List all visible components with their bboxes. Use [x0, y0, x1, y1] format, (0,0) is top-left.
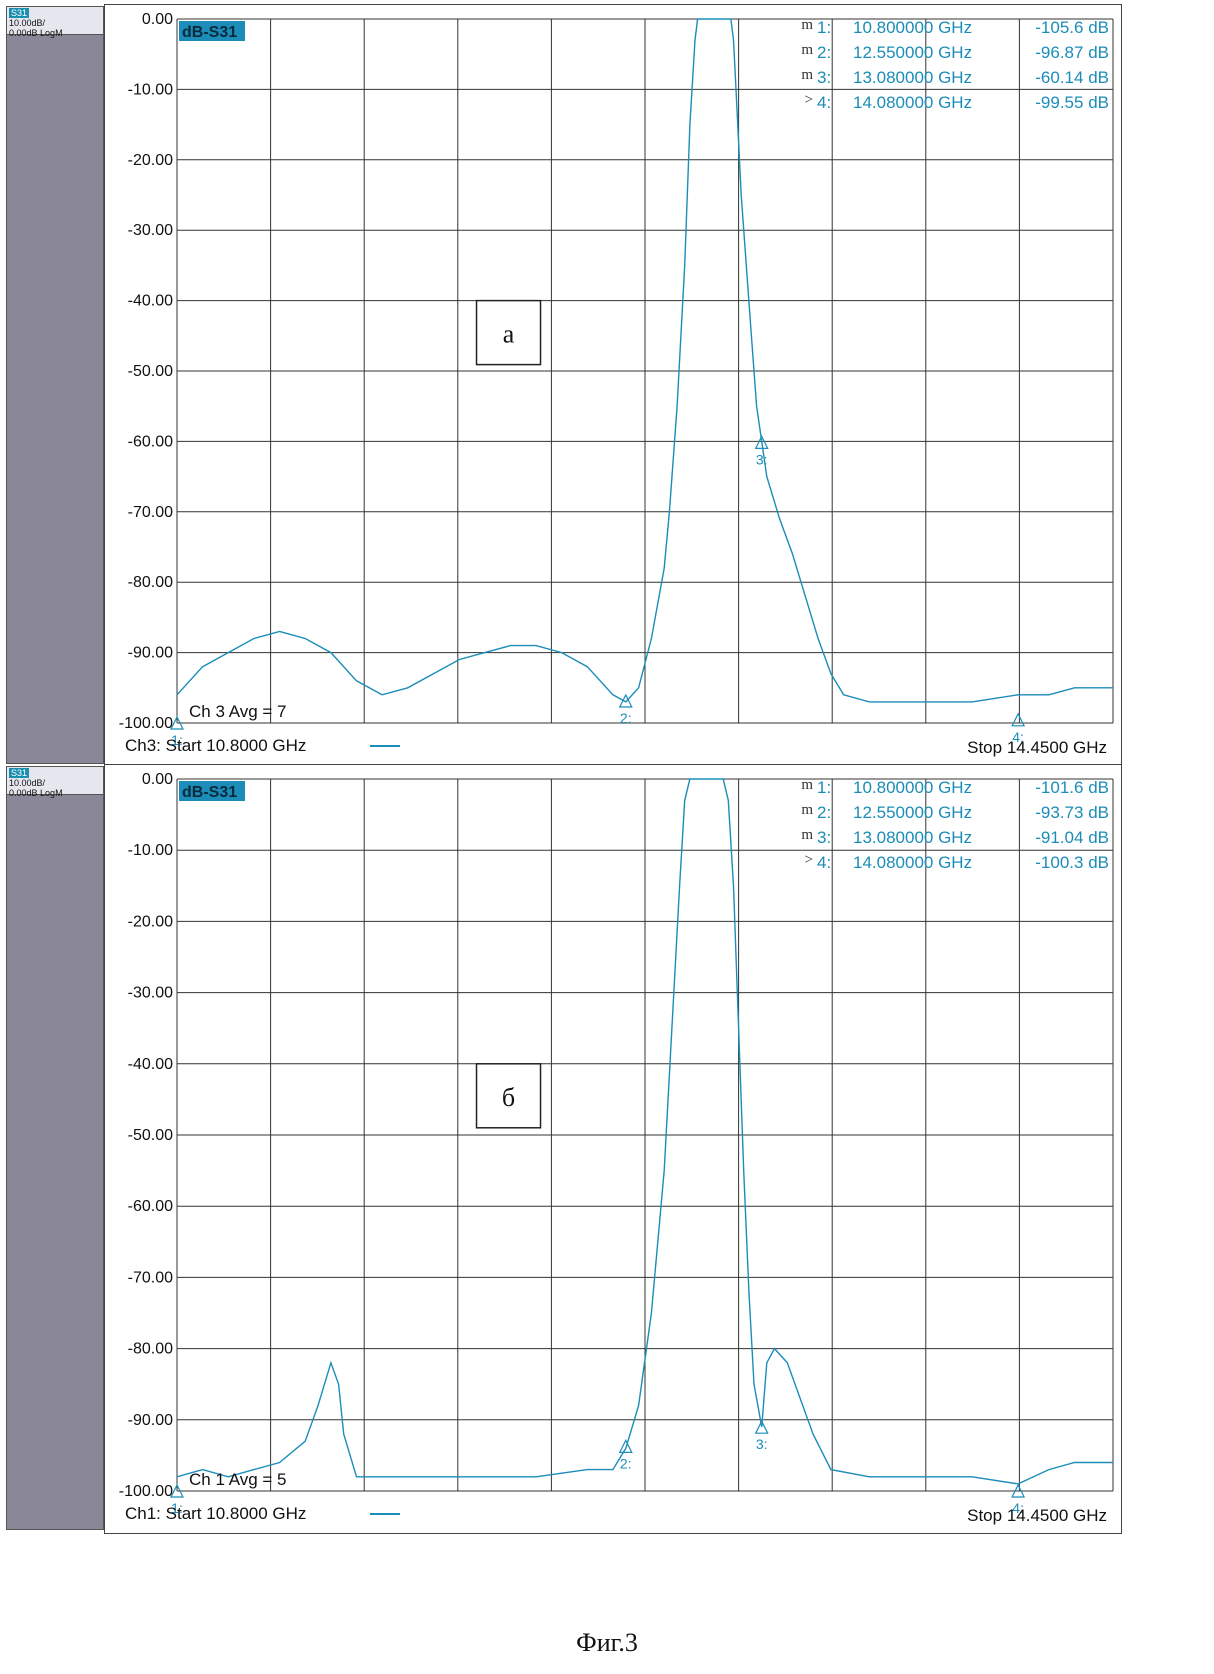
y-tick-label: -30.00: [128, 985, 173, 1002]
marker-prefix: m: [801, 42, 813, 58]
marker-prefix: m: [801, 827, 813, 843]
y-tick-label: -50.00: [128, 1127, 173, 1144]
y-tick-label: -10.00: [128, 842, 173, 859]
average-status: Ch 1 Avg = 5: [189, 1470, 287, 1489]
marker-frequency: 12.550000 GHz: [853, 803, 972, 822]
chart-title: dB-S31: [182, 24, 237, 41]
y-tick-label: 0.00: [142, 11, 173, 28]
marker-triangle: [1012, 714, 1024, 726]
y-tick-label: -30.00: [128, 222, 173, 239]
trace-name: S31: [9, 768, 29, 778]
marker-plot-number: 2:: [620, 1455, 632, 1471]
marker-value: -99.55 dB: [1035, 93, 1109, 112]
y-tick-label: -60.00: [128, 433, 173, 450]
marker-plot-number: 3:: [756, 451, 768, 467]
marker-value: -60.14 dB: [1035, 68, 1109, 87]
y-tick-label: -20.00: [128, 913, 173, 930]
chart-title: dB-S31: [182, 784, 237, 801]
y-tick-label: -90.00: [128, 645, 173, 662]
chart-svg: 0.00 -10.00 -20.00 -30.00 -40.00 -50.00 -60.00…: [105, 765, 1121, 1533]
marker-number: 2:: [817, 803, 831, 822]
marker-number: 1:: [817, 18, 831, 37]
y-tick-label: -100.00: [119, 1483, 173, 1500]
marker-prefix: m: [801, 67, 813, 83]
y-tick-label: -80.00: [128, 574, 173, 591]
marker-value: -93.73 dB: [1035, 803, 1109, 822]
y-tick-label: -70.00: [128, 504, 173, 521]
start-frequency: Ch3: Start 10.8000 GHz: [125, 736, 306, 755]
marker-frequency: 13.080000 GHz: [853, 68, 972, 87]
chart-panel-a: S31 10.00dB/ 0.00dB LogM 0.00 -10.00 -20.0…: [0, 0, 1200, 770]
chart-panel-b: S31 10.00dB/ 0.00dB LogM 0.00 -10.00 -20.0…: [0, 762, 1200, 1537]
trace-format: LogM: [40, 28, 63, 38]
trace-scale: 10.00dB/: [9, 778, 45, 788]
marker-value: -101.6 dB: [1035, 778, 1109, 797]
marker-value: -91.04 dB: [1035, 828, 1109, 847]
marker-number: 3:: [817, 68, 831, 87]
marker-number: 4:: [817, 853, 831, 872]
stop-frequency: Stop 14.4500 GHz: [967, 738, 1107, 757]
trace-tag[interactable]: S31 10.00dB/ 0.00dB LogM: [7, 767, 103, 795]
marker-plot-number: 3:: [756, 1436, 768, 1452]
y-tick-label: -100.00: [119, 715, 173, 732]
y-tick-label: -80.00: [128, 1341, 173, 1358]
marker-prefix: >: [805, 852, 813, 868]
trace-ref: 0.00dB: [9, 788, 38, 798]
plot-frame: 0.00 -10.00 -20.00 -30.00 -40.00 -50.00 -60.00…: [104, 764, 1122, 1534]
y-tick-label: -20.00: [128, 152, 173, 169]
y-tick-label: -70.00: [128, 1269, 173, 1286]
panel-label: б: [502, 1083, 515, 1112]
marker-prefix: m: [801, 777, 813, 793]
y-tick-label: -40.00: [128, 293, 173, 310]
marker-number: 2:: [817, 43, 831, 62]
marker-frequency: 10.800000 GHz: [853, 18, 972, 37]
trace-sidebar[interactable]: S31 10.00dB/ 0.00dB LogM: [6, 766, 104, 1530]
y-tick-label: 0.00: [142, 771, 173, 788]
marker-prefix: m: [801, 17, 813, 33]
marker-value: -96.87 dB: [1035, 43, 1109, 62]
figure-caption: Фиг.3: [0, 1628, 1214, 1658]
marker-frequency: 12.550000 GHz: [853, 43, 972, 62]
y-tick-label: -60.00: [128, 1198, 173, 1215]
y-tick-label: -50.00: [128, 363, 173, 380]
panel-label: а: [503, 320, 515, 349]
plot-frame: 0.00 -10.00 -20.00 -30.00 -40.00 -50.00 -60.00…: [104, 4, 1122, 766]
y-tick-label: -90.00: [128, 1412, 173, 1429]
marker-frequency: 10.800000 GHz: [853, 778, 972, 797]
average-status: Ch 3 Avg = 7: [189, 702, 287, 721]
trace-scale: 10.00dB/: [9, 18, 45, 28]
marker-value: -105.6 dB: [1035, 18, 1109, 37]
trace-tag[interactable]: S31 10.00dB/ 0.00dB LogM: [7, 7, 103, 35]
marker-plot-number: 2:: [620, 710, 632, 726]
y-tick-label: -40.00: [128, 1056, 173, 1073]
marker-frequency: 14.080000 GHz: [853, 93, 972, 112]
marker-prefix: m: [801, 802, 813, 818]
marker-value: -100.3 dB: [1035, 853, 1109, 872]
start-frequency: Ch1: Start 10.8000 GHz: [125, 1504, 306, 1523]
marker-frequency: 14.080000 GHz: [853, 853, 972, 872]
marker-frequency: 13.080000 GHz: [853, 828, 972, 847]
marker-number: 3:: [817, 828, 831, 847]
marker-prefix: >: [805, 92, 813, 108]
marker-number: 1:: [817, 778, 831, 797]
trace-name: S31: [9, 8, 29, 18]
trace-format: LogM: [40, 788, 63, 798]
trace-sidebar[interactable]: S31 10.00dB/ 0.00dB LogM: [6, 6, 104, 764]
chart-svg: 0.00 -10.00 -20.00 -30.00 -40.00 -50.00 -60.00…: [105, 5, 1121, 765]
trace-ref: 0.00dB: [9, 28, 38, 38]
y-tick-label: -10.00: [128, 81, 173, 98]
marker-number: 4:: [817, 93, 831, 112]
stop-frequency: Stop 14.4500 GHz: [967, 1506, 1107, 1525]
